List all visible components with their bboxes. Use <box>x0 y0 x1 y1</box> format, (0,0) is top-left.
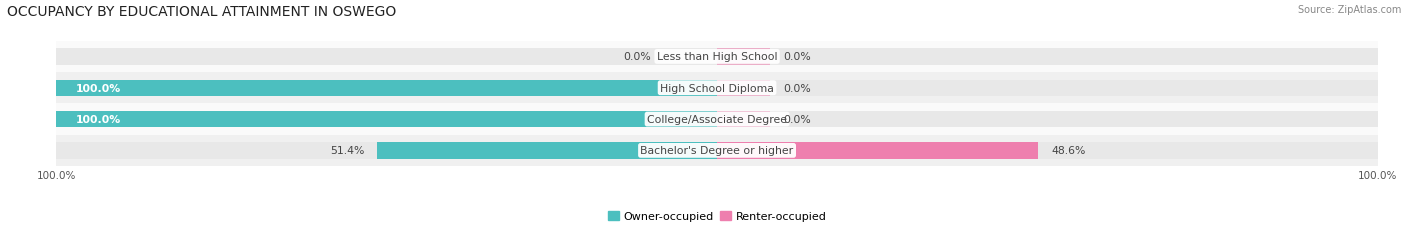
Bar <box>56 42 1378 73</box>
Bar <box>717 143 1038 159</box>
Text: High School Diploma: High School Diploma <box>661 83 773 93</box>
Bar <box>377 143 717 159</box>
Text: 48.6%: 48.6% <box>1052 146 1085 156</box>
Bar <box>56 135 1378 166</box>
Bar <box>56 104 1378 135</box>
Text: 0.0%: 0.0% <box>783 115 811 125</box>
Text: 0.0%: 0.0% <box>783 83 811 93</box>
Text: Bachelor's Degree or higher: Bachelor's Degree or higher <box>641 146 793 156</box>
Bar <box>717 111 770 128</box>
Text: Source: ZipAtlas.com: Source: ZipAtlas.com <box>1298 5 1402 15</box>
Bar <box>717 80 770 97</box>
Bar <box>56 49 1378 65</box>
Legend: Owner-occupied, Renter-occupied: Owner-occupied, Renter-occupied <box>603 207 831 226</box>
Text: 0.0%: 0.0% <box>783 52 811 62</box>
Bar <box>56 111 717 128</box>
Text: Less than High School: Less than High School <box>657 52 778 62</box>
Bar <box>56 80 1378 97</box>
Text: 0.0%: 0.0% <box>623 52 651 62</box>
Text: College/Associate Degree: College/Associate Degree <box>647 115 787 125</box>
Bar <box>717 49 770 65</box>
Bar <box>56 80 717 97</box>
Bar <box>56 111 1378 128</box>
Bar <box>56 143 1378 159</box>
Text: 100.0%: 100.0% <box>76 83 121 93</box>
Text: 51.4%: 51.4% <box>330 146 364 156</box>
Text: OCCUPANCY BY EDUCATIONAL ATTAINMENT IN OSWEGO: OCCUPANCY BY EDUCATIONAL ATTAINMENT IN O… <box>7 5 396 18</box>
Bar <box>56 73 1378 104</box>
Text: 100.0%: 100.0% <box>76 115 121 125</box>
